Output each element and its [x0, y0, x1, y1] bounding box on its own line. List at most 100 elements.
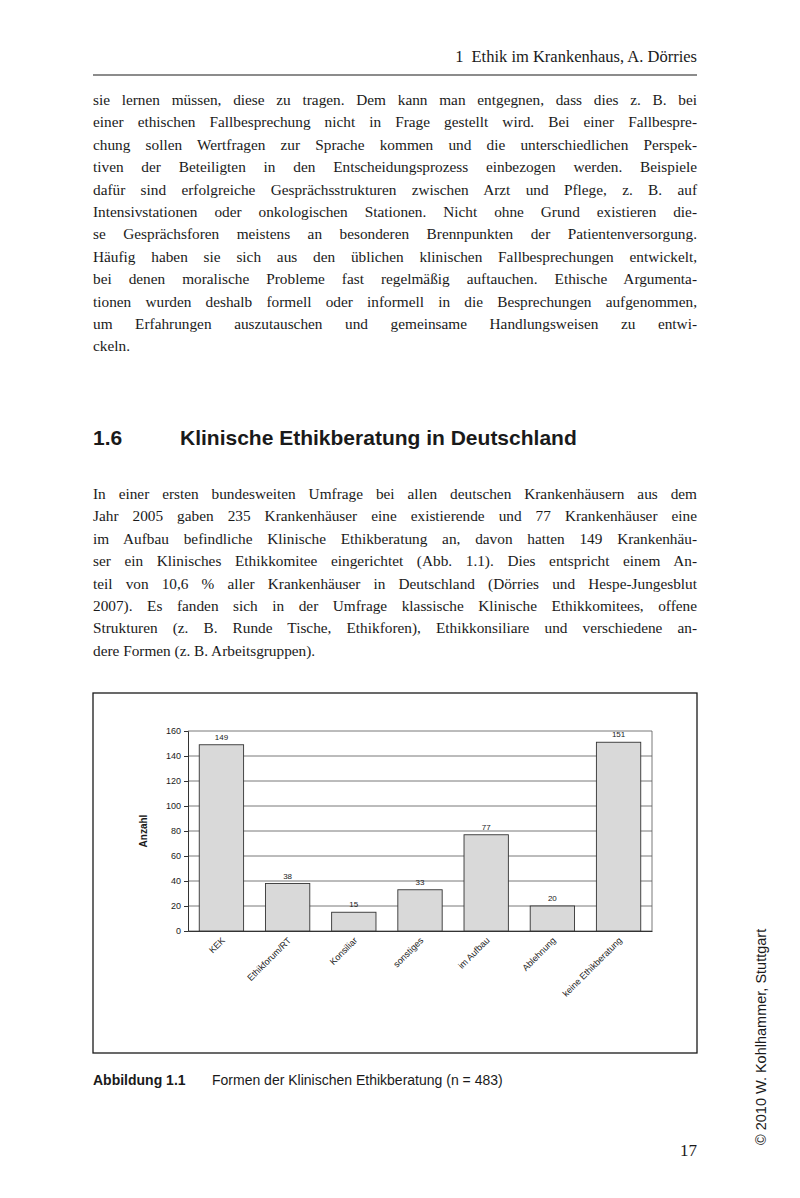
- tick-label: Ablehnung: [520, 935, 558, 973]
- tick-mark: [184, 881, 188, 882]
- text-line: Strukturen (z. B. Runde Tische, Ethikfor…: [93, 617, 697, 639]
- data-label: 20: [548, 894, 557, 903]
- plot-border: [652, 731, 653, 931]
- tick: 140: [166, 751, 188, 761]
- y-axis: 0 20 40 60 80 100 120 140 160: [166, 726, 189, 936]
- tick: KEK: [207, 935, 227, 955]
- tick-label: 40: [171, 876, 181, 886]
- bars: [199, 742, 640, 931]
- text-line: ckeln.: [93, 335, 697, 357]
- bar: [596, 742, 640, 931]
- tick-label: keine Ethikberatung: [561, 935, 624, 998]
- axis-line: [189, 931, 653, 932]
- text-line: dere Formen (z. B. Arbeitsgruppen).: [93, 640, 697, 662]
- axis-title: Anzahl: [138, 814, 149, 847]
- section-number: 1.6: [93, 426, 122, 449]
- tick: 40: [171, 876, 188, 886]
- tick: keine Ethikberatung: [561, 935, 624, 998]
- header-rule: [93, 74, 697, 75]
- grid-line: [188, 756, 652, 757]
- figure-frame: [93, 693, 697, 1053]
- text-line: In einer ersten bundesweiten Umfrage bei…: [93, 483, 697, 505]
- text-line: im Aufbau befindliche Klinische Ethikber…: [93, 528, 697, 550]
- text-line: chung sollen Wertfragen zur Sprache komm…: [93, 134, 697, 156]
- caption-label: Abbildung 1.1: [93, 1072, 186, 1088]
- text-line: Intensivstationen oder onkologischen Sta…: [93, 201, 697, 223]
- data-label: 151: [612, 730, 626, 739]
- tick-mark: [184, 831, 188, 832]
- tick: 80: [171, 826, 188, 836]
- tick: 100: [166, 801, 188, 811]
- section-title: Klinische Ethikberatung in Deutschland: [180, 426, 577, 449]
- data-label: 38: [283, 872, 292, 881]
- text-line: ser ein Klinisches Ethikkomitee eingeric…: [93, 550, 697, 572]
- tick: 120: [166, 776, 188, 786]
- tick-label: Ethikforum/RT: [245, 935, 293, 983]
- page-graphics: 1 Ethik im Krankenhaus, A. Dörries 1.6 Klin…: [0, 0, 800, 1198]
- paragraph: sie lernen müssen, diese zu tragen. Dem …: [93, 89, 697, 358]
- tick: im Aufbau: [456, 935, 491, 970]
- grid-line: [188, 731, 652, 732]
- tick-label: KEK: [207, 935, 227, 955]
- tick-mark: [184, 806, 188, 807]
- chapter-number: 1: [455, 47, 463, 66]
- tick-mark: [184, 781, 188, 782]
- tick-mark: [184, 906, 188, 907]
- data-label: 33: [416, 878, 425, 887]
- grid-line: [188, 831, 652, 832]
- tick: 60: [171, 851, 188, 861]
- bar: [199, 745, 243, 931]
- grid-line: [188, 781, 652, 782]
- tick-label: 0: [176, 926, 181, 936]
- data-label: 149: [215, 733, 229, 742]
- caption-text: Formen der Klinischen Ethikberatung (n =…: [212, 1072, 503, 1088]
- tick-mark: [184, 931, 188, 932]
- tick-label: 20: [171, 901, 181, 911]
- bar: [332, 912, 376, 931]
- text-line: dafür sind erfolgreiche Gesprächsstruktu…: [93, 179, 697, 201]
- bar: [530, 906, 574, 931]
- text-line: tiven der Beteiligten in den Entscheidun…: [93, 156, 697, 178]
- data-labels: 149 38 15 33 77 20 151: [215, 730, 626, 909]
- x-axis: KEK Ethikforum/RT Konsiliar sonstiges im Auf…: [189, 932, 653, 999]
- page-number: 17: [680, 1141, 698, 1160]
- tick: sonstiges: [391, 935, 425, 969]
- text-line: Jahr 2005 gaben 235 Krankenhäuser eine e…: [93, 505, 697, 527]
- tick: Ablehnung: [520, 935, 558, 973]
- tick: 20: [171, 901, 188, 911]
- copyright: © 2010 W. Kohlhammer, Stuttgart: [753, 929, 769, 1145]
- text-line: einer ethischen Fallbesprechung nicht in…: [93, 111, 697, 133]
- header-text: Ethik im Krankenhaus, A. Dörries: [472, 47, 697, 66]
- text-line: se Gesprächsforen meistens an besonderen…: [93, 223, 697, 245]
- tick-label: 60: [171, 851, 181, 861]
- tick-label: 160: [166, 726, 181, 736]
- paragraph: In einer ersten bundesweiten Umfrage bei…: [93, 483, 697, 662]
- bar: [464, 835, 508, 931]
- text-line: Häufig haben sie sich aus den üblichen k…: [93, 246, 697, 268]
- bar: [265, 884, 309, 932]
- running-header: 1 Ethik im Krankenhaus, A. Dörries: [455, 47, 697, 66]
- tick: 160: [166, 726, 188, 736]
- data-label: 15: [349, 900, 358, 909]
- data-label: 77: [482, 823, 491, 832]
- tick-label: 140: [166, 751, 181, 761]
- tick-mark: [184, 856, 188, 857]
- tick: 0: [176, 926, 188, 936]
- tick-label: Konsiliar: [328, 935, 359, 966]
- text-line: 2007). Es fanden sich in der Umfrage kla…: [93, 595, 697, 617]
- tick-label: 100: [166, 801, 181, 811]
- tick-label: sonstiges: [391, 935, 425, 969]
- tick: Ethikforum/RT: [245, 935, 293, 983]
- text-line: sie lernen müssen, diese zu tragen. Dem …: [93, 89, 697, 111]
- bar: [398, 890, 442, 931]
- tick-label: 80: [171, 826, 181, 836]
- text-line: teil von 10,6 % aller Krankenhäuser in D…: [93, 573, 697, 595]
- tick-label: im Aufbau: [456, 935, 491, 970]
- text-line: um Erfahrungen auszutauschen und gemeins…: [93, 313, 697, 335]
- text-line: bei denen moralische Probleme fast regel…: [93, 268, 697, 290]
- axis-line: [184, 732, 189, 932]
- text-line: tionen wurden deshalb formell oder infor…: [93, 291, 697, 313]
- chart: 0 20 40 60 80 100 120 140 160 KEK Ethikforum/RT Kon…: [166, 726, 653, 998]
- grid: [188, 731, 652, 931]
- tick: Konsiliar: [328, 935, 359, 966]
